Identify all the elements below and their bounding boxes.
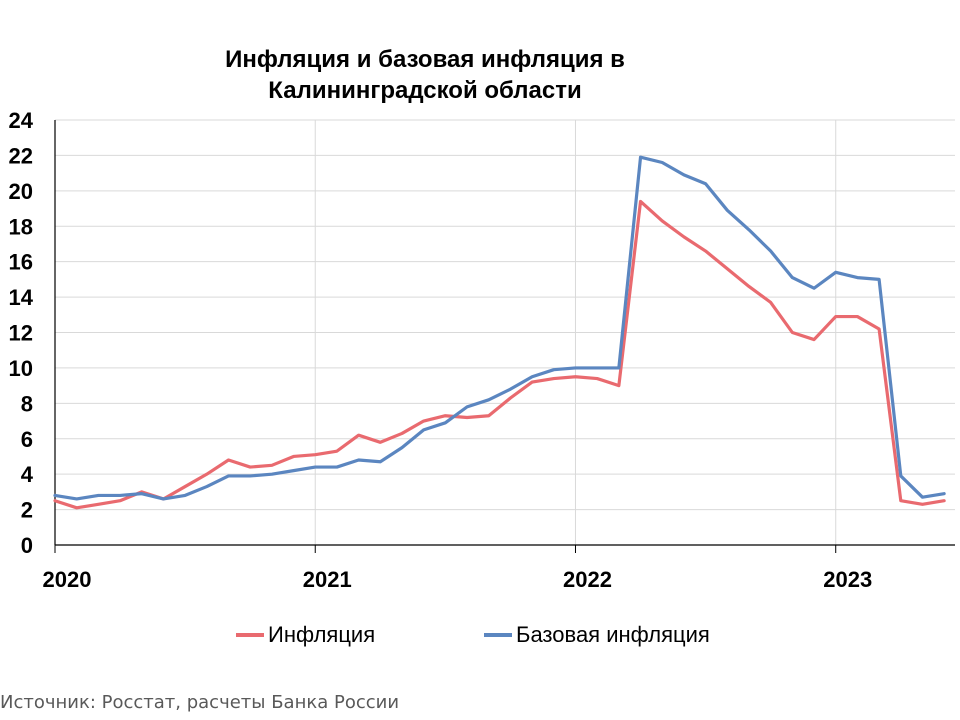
- x-tick-label: 2021: [303, 567, 352, 592]
- chart-title-line-2: Калининградской области: [268, 77, 582, 104]
- legend-swatch-core-inflation: [484, 633, 512, 637]
- legend: Инфляция Базовая инфляция: [0, 622, 960, 652]
- legend-label-core-inflation: Базовая инфляция: [516, 622, 710, 647]
- legend-item-core-inflation: Базовая инфляция: [484, 622, 710, 648]
- axes: [54, 120, 955, 553]
- chart-title: Инфляция и базовая инфляция в Калинингра…: [120, 44, 730, 106]
- series-line-core-inflation: [53, 155, 946, 501]
- legend-swatch-inflation: [236, 633, 264, 637]
- y-tick-label: 18: [9, 214, 33, 239]
- chart-title-line-1: Инфляция и базовая инфляция в: [225, 46, 625, 73]
- legend-item-inflation: Инфляция: [236, 622, 375, 648]
- y-tick-label: 10: [9, 356, 33, 381]
- x-tick-label: 2023: [823, 567, 872, 592]
- y-tick-label: 20: [9, 179, 33, 204]
- x-tick-label: 2020: [43, 567, 92, 592]
- source-note: Источник: Росстат, расчеты Банка России: [0, 692, 400, 713]
- y-tick-label: 4: [21, 462, 34, 487]
- series-lines: [53, 155, 946, 510]
- gridlines: [55, 119, 955, 545]
- y-tick-label: 22: [9, 143, 33, 168]
- y-tick-label: 0: [21, 533, 33, 558]
- y-tick-label: 16: [9, 250, 33, 275]
- y-tick-label: 24: [9, 108, 34, 133]
- x-tick-label: 2022: [563, 567, 612, 592]
- y-tick-label: 2: [21, 498, 33, 523]
- series-line-inflation: [53, 199, 946, 510]
- y-tick-label: 6: [21, 427, 33, 452]
- y-tick-label: 14: [9, 285, 34, 310]
- legend-label-inflation: Инфляция: [268, 622, 376, 647]
- y-tick-label: 8: [21, 391, 33, 416]
- y-tick-label: 12: [9, 321, 33, 346]
- x-tick-labels: 2020 2021 2022 2023: [43, 567, 873, 592]
